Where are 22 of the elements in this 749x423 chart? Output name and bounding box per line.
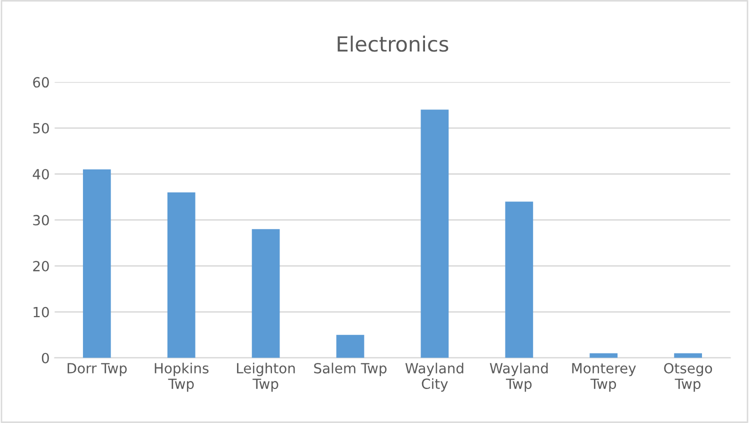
y-tick-label: 10 <box>34 306 49 318</box>
x-tick-label: Hopkins Twp <box>154 362 209 392</box>
bar <box>167 192 196 358</box>
x-tick-label: Monterey Twp <box>572 363 636 392</box>
bar <box>336 334 364 358</box>
x-tick-label: Salem Twp <box>314 362 387 376</box>
y-tick-label: 50 <box>33 122 49 134</box>
y-tick-label: 30 <box>33 214 49 226</box>
x-tick-label: Otsego Twp <box>664 362 712 392</box>
x-tick-label: Leighton Twp <box>237 362 295 392</box>
bar <box>82 169 111 358</box>
x-tick-label: Wayland Twp <box>490 362 548 392</box>
y-tick-label: 40 <box>32 168 49 180</box>
y-tick-label: 60 <box>33 77 49 88</box>
chart-title: Electronics <box>338 36 448 52</box>
bar <box>420 110 449 358</box>
bar <box>252 229 280 358</box>
y-tick-label: 20 <box>33 260 49 272</box>
x-tick-label: Wayland City <box>405 362 464 392</box>
y-tick-label: 0 <box>42 352 49 364</box>
bar <box>505 202 534 358</box>
x-tick-label: Dorr Twp <box>68 363 127 376</box>
